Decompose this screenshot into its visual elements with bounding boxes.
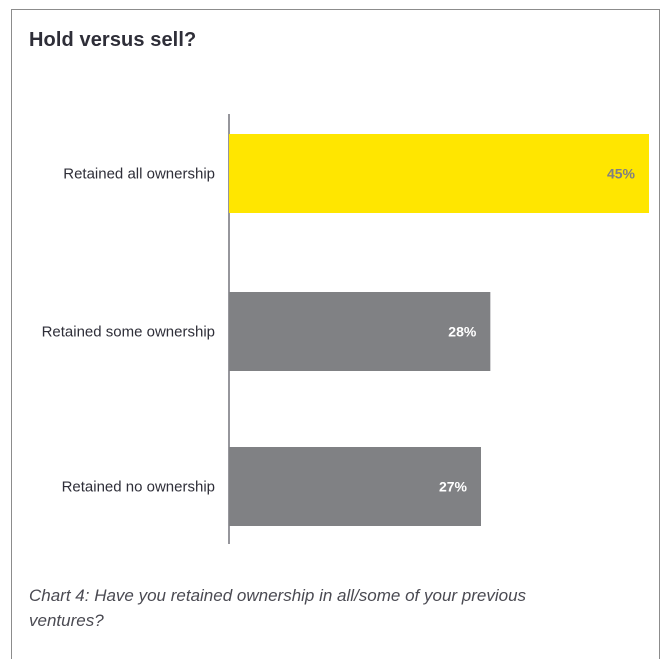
- category-label-2: Retained some ownership: [42, 324, 215, 341]
- category-label-1: Retained all ownership: [63, 166, 215, 183]
- value-label-1: 45%: [607, 166, 636, 182]
- value-label-2: 28%: [448, 324, 477, 340]
- chart-title: Hold versus sell?: [29, 29, 197, 51]
- category-label-3: Retained no ownership: [62, 479, 215, 496]
- value-label-3: 27%: [439, 479, 468, 495]
- chart-caption: Chart 4: Have you retained ownership in …: [29, 586, 527, 630]
- bar-chart: Retained all ownership 45% Retained some o…: [42, 114, 649, 544]
- bar-1: [229, 134, 649, 213]
- bar-3: [229, 447, 481, 526]
- bar-2: [229, 292, 491, 371]
